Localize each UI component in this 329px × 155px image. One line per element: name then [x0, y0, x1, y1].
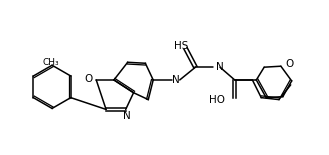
Text: CH₃: CH₃	[43, 58, 59, 67]
Text: HS: HS	[174, 41, 189, 51]
Text: O: O	[286, 59, 294, 69]
Text: N: N	[123, 111, 131, 121]
Text: N: N	[216, 62, 224, 72]
Text: O: O	[84, 74, 92, 84]
Text: N: N	[172, 75, 180, 85]
Text: HO: HO	[209, 95, 225, 105]
